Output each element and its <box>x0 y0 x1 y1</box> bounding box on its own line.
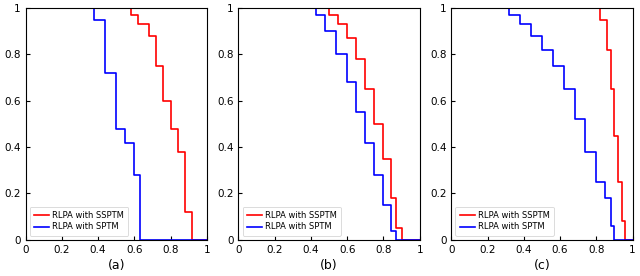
Legend: RLPA with SSPTM, RLPA with SPTM: RLPA with SSPTM, RLPA with SPTM <box>243 207 341 236</box>
Legend: RLPA with SSPTM, RLPA with SPTM: RLPA with SSPTM, RLPA with SPTM <box>456 207 554 236</box>
Legend: RLPA with SSPTM, RLPA with SPTM: RLPA with SSPTM, RLPA with SPTM <box>29 207 128 236</box>
X-axis label: (c): (c) <box>534 259 550 272</box>
X-axis label: (b): (b) <box>320 259 338 272</box>
X-axis label: (a): (a) <box>108 259 125 272</box>
